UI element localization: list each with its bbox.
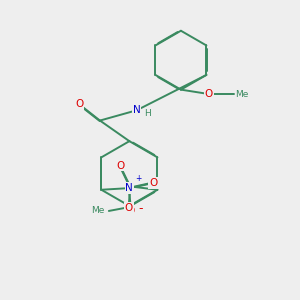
Text: H: H <box>145 109 151 118</box>
Text: N: N <box>133 105 141 115</box>
Text: O: O <box>205 89 213 99</box>
Text: -: - <box>138 202 142 215</box>
Text: +: + <box>136 174 142 183</box>
Text: O: O <box>116 160 124 171</box>
Text: Me: Me <box>91 206 104 215</box>
Text: O: O <box>127 206 135 216</box>
Text: O: O <box>125 203 133 213</box>
Text: O: O <box>75 99 83 110</box>
Text: N: N <box>125 183 133 193</box>
Text: Me: Me <box>236 90 249 99</box>
Text: O: O <box>149 178 158 188</box>
